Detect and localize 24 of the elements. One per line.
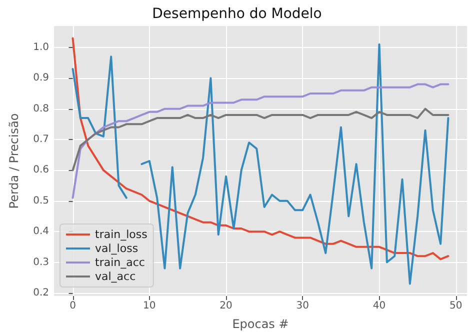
legend-label: val_loss bbox=[95, 242, 138, 255]
y-tick-label: 0.2 bbox=[33, 287, 49, 298]
y-tick-label: 0.5 bbox=[33, 195, 49, 206]
y-tick-label: 0.4 bbox=[33, 226, 49, 238]
x-tick-label: 10 bbox=[143, 300, 156, 312]
x-tick-label: 0 bbox=[70, 300, 76, 312]
legend-label: val_acc bbox=[95, 270, 136, 283]
x-tick-label: 20 bbox=[220, 300, 232, 312]
y-tick-label: 1.0 bbox=[33, 42, 49, 53]
y-tick-label: 0.8 bbox=[33, 103, 49, 114]
x-axis-title: Epocas # bbox=[232, 317, 289, 331]
line-series bbox=[72, 108, 450, 172]
legend-label: train_loss bbox=[95, 228, 148, 241]
chart-title: Desempenho do Modelo bbox=[152, 6, 322, 22]
y-tick-label: 0.9 bbox=[33, 72, 49, 84]
x-tick-label: 40 bbox=[372, 300, 386, 312]
x-tick-label: 50 bbox=[450, 300, 462, 312]
y-tick-label: 0.7 bbox=[33, 134, 49, 146]
y-axis-title: Perda / Precisão bbox=[7, 113, 21, 209]
y-tick-label: 0.3 bbox=[33, 256, 49, 268]
line-series bbox=[72, 83, 450, 199]
y-tick-label: 0.6 bbox=[33, 164, 49, 176]
x-tick-label: 30 bbox=[296, 300, 310, 312]
legend-label: train_acc bbox=[95, 256, 145, 269]
